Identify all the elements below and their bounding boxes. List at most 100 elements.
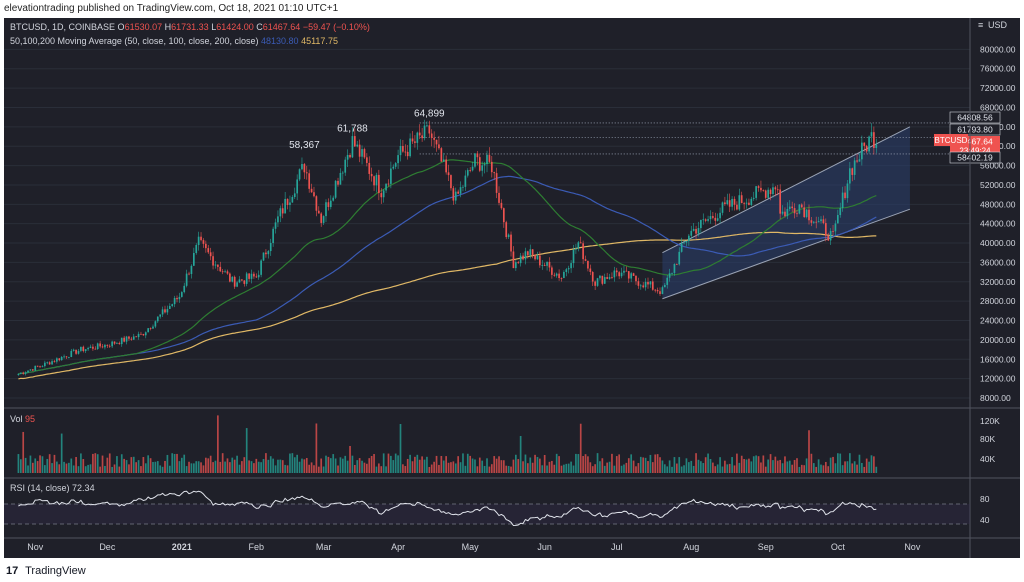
candle-body[interactable] (296, 179, 299, 194)
candle-body[interactable] (221, 271, 224, 273)
candle-body[interactable] (320, 213, 323, 223)
candle-body[interactable] (649, 281, 652, 285)
candle-body[interactable] (803, 207, 806, 218)
candle-body[interactable] (385, 183, 387, 191)
candle-body[interactable] (289, 202, 291, 205)
candle-body[interactable] (812, 221, 815, 223)
candle-body[interactable] (337, 180, 339, 185)
candle-body[interactable] (724, 202, 726, 205)
candle-body[interactable] (733, 198, 736, 205)
candle-body[interactable] (414, 141, 416, 143)
candle-body[interactable] (755, 186, 757, 198)
candle-body[interactable] (185, 273, 188, 286)
candle-body[interactable] (599, 275, 601, 279)
candles[interactable] (17, 119, 878, 376)
candle-body[interactable] (572, 249, 575, 264)
candle-body[interactable] (647, 281, 649, 285)
candle-body[interactable] (865, 145, 868, 152)
candle-body[interactable] (34, 365, 37, 371)
candle-body[interactable] (41, 366, 44, 367)
candle-body[interactable] (762, 190, 765, 192)
candle-body[interactable] (152, 326, 154, 329)
candle-body[interactable] (695, 228, 697, 234)
candle-body[interactable] (519, 255, 522, 264)
candle-body[interactable] (366, 157, 368, 163)
candle-body[interactable] (404, 151, 407, 153)
candle-body[interactable] (565, 269, 568, 272)
candle-body[interactable] (180, 292, 183, 297)
candle-body[interactable] (99, 343, 101, 347)
candle-body[interactable] (481, 165, 484, 171)
candle-body[interactable] (478, 157, 481, 171)
candle-body[interactable] (726, 200, 729, 205)
candle-body[interactable] (683, 242, 685, 244)
candle-body[interactable] (760, 187, 762, 191)
candle-body[interactable] (471, 166, 474, 171)
candle-body[interactable] (315, 196, 318, 211)
candle-body[interactable] (334, 180, 337, 198)
candle-body[interactable] (262, 252, 265, 261)
candle-body[interactable] (349, 154, 351, 158)
candle-body[interactable] (815, 221, 818, 223)
candle-body[interactable] (293, 193, 296, 198)
candle-body[interactable] (611, 277, 613, 278)
candle-body[interactable] (375, 174, 378, 186)
candle-body[interactable] (339, 172, 342, 185)
candle-body[interactable] (541, 265, 544, 266)
candle-body[interactable] (474, 153, 476, 167)
candle-body[interactable] (19, 372, 22, 374)
candle-body[interactable] (84, 349, 87, 352)
candle-body[interactable] (113, 341, 116, 344)
candle-body[interactable] (176, 297, 178, 300)
candle-body[interactable] (743, 203, 745, 204)
candle-body[interactable] (800, 204, 803, 208)
candle-body[interactable] (344, 159, 347, 173)
candle-body[interactable] (140, 333, 142, 335)
candle-body[interactable] (757, 186, 760, 188)
candle-body[interactable] (353, 136, 356, 147)
candle-body[interactable] (873, 132, 875, 148)
candle-body[interactable] (438, 144, 440, 149)
candle-body[interactable] (284, 198, 286, 214)
candle-body[interactable] (183, 285, 186, 293)
candle-body[interactable] (570, 263, 572, 269)
candle-body[interactable] (118, 342, 121, 345)
candle-body[interactable] (462, 186, 464, 188)
candle-body[interactable] (269, 243, 272, 252)
candle-body[interactable] (17, 373, 20, 376)
candle-body[interactable] (555, 273, 558, 276)
candle-body[interactable] (94, 348, 97, 350)
candle-body[interactable] (577, 242, 580, 249)
candle-body[interactable] (89, 346, 92, 348)
candle-body[interactable] (253, 273, 255, 277)
candle-body[interactable] (132, 336, 135, 340)
candle-body[interactable] (433, 137, 435, 140)
candle-body[interactable] (678, 251, 681, 265)
candle-body[interactable] (39, 366, 41, 368)
candle-body[interactable] (168, 306, 171, 309)
candle-body[interactable] (543, 265, 546, 266)
candle-body[interactable] (721, 202, 724, 213)
candle-body[interactable] (130, 338, 133, 340)
candle-body[interactable] (409, 138, 411, 157)
candle-body[interactable] (536, 255, 539, 260)
candle-body[interactable] (382, 190, 385, 198)
volume-bars[interactable] (17, 415, 878, 473)
candle-body[interactable] (392, 166, 395, 169)
candle-body[interactable] (625, 270, 628, 272)
candle-body[interactable] (560, 278, 563, 279)
candle-body[interactable] (31, 369, 34, 371)
candle-body[interactable] (817, 221, 820, 223)
rsi-label[interactable]: RSI (14, close) (10, 483, 70, 493)
candle-body[interactable] (772, 187, 774, 195)
candle-body[interactable] (630, 273, 633, 279)
candle-body[interactable] (80, 346, 82, 351)
candle-body[interactable] (317, 210, 320, 214)
candle-body[interactable] (298, 169, 301, 180)
chart-frame[interactable]: 80000.0076000.0072000.0068000.0064000.00… (4, 18, 1020, 558)
candle-body[interactable] (65, 356, 68, 358)
candle-body[interactable] (805, 209, 808, 218)
candle-body[interactable] (332, 197, 335, 201)
candle-body[interactable] (587, 260, 589, 269)
candle-body[interactable] (257, 274, 260, 278)
